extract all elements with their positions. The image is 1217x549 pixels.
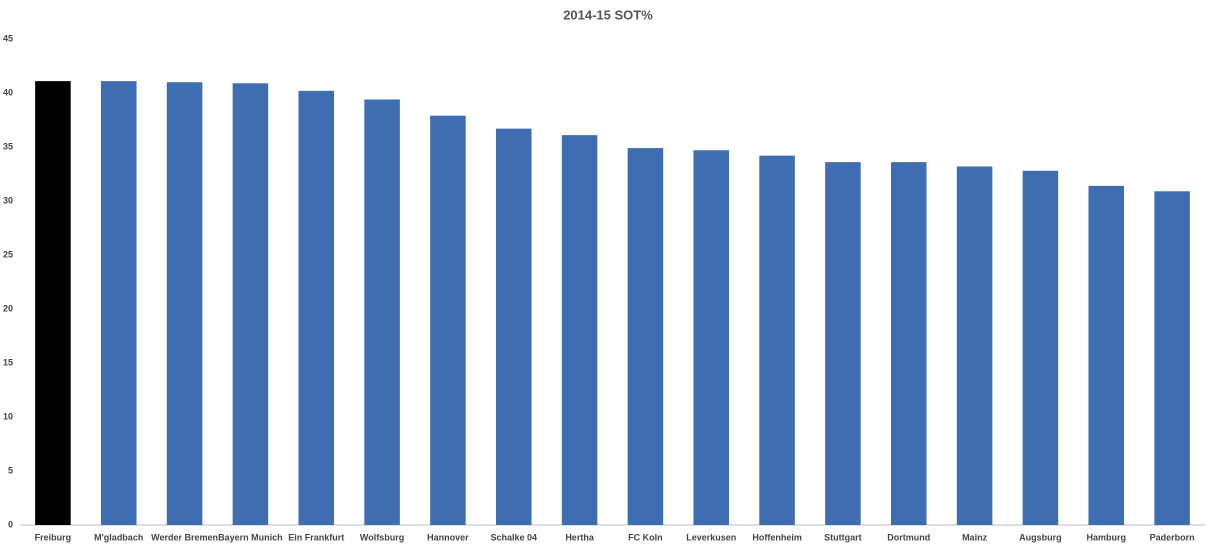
y-tick-label: 40 — [3, 87, 13, 97]
bar — [364, 99, 400, 525]
y-tick-label: 0 — [8, 519, 13, 529]
bar — [825, 162, 861, 525]
bar — [1022, 170, 1059, 525]
x-tick-label: Hannover — [427, 532, 469, 542]
bar — [430, 115, 466, 526]
x-tick-label: Paderborn — [1150, 532, 1195, 542]
x-tick-label: Hamburg — [1086, 532, 1126, 542]
y-tick-label: 15 — [3, 357, 13, 367]
x-tick-label: Mainz — [962, 532, 988, 542]
x-tick-label: Hertha — [565, 532, 595, 542]
x-tick-label: Ein Frankfurt — [288, 532, 344, 542]
bar — [627, 148, 664, 525]
x-tick-label: FC Koln — [628, 532, 663, 542]
bar — [1088, 185, 1125, 525]
y-tick-label: 10 — [3, 411, 13, 421]
y-tick-label: 35 — [3, 141, 13, 151]
x-tick-label: Schalke 04 — [490, 532, 537, 542]
bar — [100, 81, 137, 526]
x-tick-label: Stuttgart — [824, 532, 862, 542]
bar — [561, 135, 598, 525]
bar — [232, 83, 269, 525]
y-tick-label: 30 — [3, 195, 13, 205]
x-tick-label: M'gladbach — [94, 532, 143, 542]
bar — [495, 128, 532, 525]
chart-title: 2014-15 SOT% — [563, 7, 653, 22]
y-tick-label: 5 — [8, 465, 13, 475]
y-tick-label: 20 — [3, 303, 13, 313]
bar — [759, 155, 795, 525]
bar — [35, 81, 71, 526]
x-tick-label: Freiburg — [35, 532, 72, 542]
x-tick-label: Wolfsburg — [360, 532, 404, 542]
bar — [890, 162, 927, 525]
x-tick-label: Bayern Munich — [218, 532, 283, 542]
bar — [166, 82, 203, 525]
bar — [298, 90, 335, 525]
x-tick-label: Werder Bremen — [151, 532, 218, 542]
y-tick-label: 25 — [3, 249, 13, 259]
bar — [956, 166, 993, 525]
x-tick-label: Hoffenheim — [752, 532, 802, 542]
y-tick-label: 45 — [3, 33, 13, 43]
x-tick-label: Dortmund — [887, 532, 930, 542]
bar — [693, 150, 730, 526]
x-tick-label: Leverkusen — [686, 532, 736, 542]
bar — [1154, 191, 1190, 525]
x-tick-label: Augsburg — [1019, 532, 1062, 542]
